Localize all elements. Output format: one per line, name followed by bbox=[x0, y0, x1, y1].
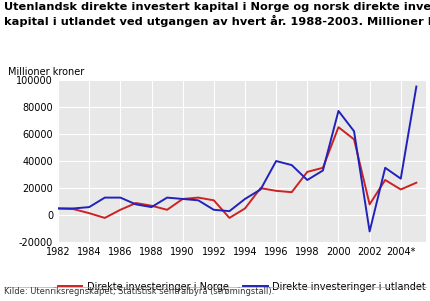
Direkte investeringer i Norge bbox=[258, 186, 263, 190]
Direkte investeringer i Norge bbox=[383, 178, 388, 182]
Line: Direkte investeringer i utlandet: Direkte investeringer i utlandet bbox=[58, 86, 416, 231]
Direkte investeringer i utlandet bbox=[320, 169, 326, 172]
Direkte investeringer i Norge bbox=[165, 208, 170, 212]
Direkte investeringer i utlandet bbox=[367, 230, 372, 233]
Direkte investeringer i Norge bbox=[211, 199, 216, 202]
Direkte investeringer i utlandet bbox=[227, 209, 232, 213]
Direkte investeringer i utlandet bbox=[289, 163, 294, 167]
Direkte investeringer i Norge bbox=[180, 197, 185, 201]
Direkte investeringer i Norge bbox=[55, 206, 61, 210]
Direkte investeringer i Norge bbox=[149, 204, 154, 208]
Direkte investeringer i Norge bbox=[118, 208, 123, 212]
Direkte investeringer i utlandet bbox=[180, 197, 185, 201]
Direkte investeringer i utlandet bbox=[336, 109, 341, 113]
Direkte investeringer i Norge bbox=[243, 206, 248, 210]
Direkte investeringer i Norge bbox=[305, 170, 310, 174]
Direkte investeringer i Norge bbox=[367, 203, 372, 206]
Direkte investeringer i Norge bbox=[227, 216, 232, 220]
Direkte investeringer i utlandet bbox=[196, 199, 201, 202]
Direkte investeringer i Norge bbox=[398, 188, 403, 191]
Direkte investeringer i utlandet bbox=[118, 196, 123, 199]
Direkte investeringer i Norge bbox=[102, 216, 108, 220]
Direkte investeringer i utlandet bbox=[149, 205, 154, 209]
Direkte investeringer i Norge bbox=[320, 166, 326, 169]
Direkte investeringer i Norge bbox=[86, 211, 92, 215]
Direkte investeringer i utlandet bbox=[273, 159, 279, 163]
Direkte investeringer i utlandet bbox=[305, 178, 310, 182]
Direkte investeringer i utlandet bbox=[414, 85, 419, 88]
Direkte investeringer i Norge bbox=[133, 201, 138, 205]
Direkte investeringer i utlandet bbox=[398, 177, 403, 180]
Direkte investeringer i utlandet bbox=[383, 166, 388, 169]
Line: Direkte investeringer i Norge: Direkte investeringer i Norge bbox=[58, 127, 416, 218]
Text: Kilde: Utenriksregnskapet, Statistisk sentralbyrå (strømingstall).: Kilde: Utenriksregnskapet, Statistisk se… bbox=[4, 287, 274, 296]
Direkte investeringer i utlandet bbox=[102, 196, 108, 199]
Direkte investeringer i Norge bbox=[196, 196, 201, 199]
Direkte investeringer i Norge bbox=[414, 181, 419, 185]
Direkte investeringer i Norge bbox=[351, 138, 356, 141]
Direkte investeringer i utlandet bbox=[351, 129, 356, 133]
Direkte investeringer i utlandet bbox=[55, 206, 61, 210]
Legend: Direkte investeringer i Norge, Direkte investeringer i utlandet: Direkte investeringer i Norge, Direkte i… bbox=[54, 278, 430, 296]
Direkte investeringer i Norge bbox=[336, 125, 341, 129]
Direkte investeringer i utlandet bbox=[243, 197, 248, 201]
Direkte investeringer i Norge bbox=[273, 189, 279, 193]
Direkte investeringer i utlandet bbox=[86, 205, 92, 209]
Direkte investeringer i utlandet bbox=[211, 208, 216, 212]
Text: Utenlandsk direkte investert kapital i Norge og norsk direkte investert
kapital : Utenlandsk direkte investert kapital i N… bbox=[4, 2, 430, 26]
Direkte investeringer i Norge bbox=[71, 207, 76, 211]
Direkte investeringer i utlandet bbox=[71, 206, 76, 210]
Direkte investeringer i utlandet bbox=[258, 188, 263, 191]
Direkte investeringer i utlandet bbox=[165, 196, 170, 199]
Text: Millioner kroner: Millioner kroner bbox=[9, 67, 85, 76]
Direkte investeringer i Norge bbox=[289, 190, 294, 194]
Direkte investeringer i utlandet bbox=[133, 203, 138, 206]
